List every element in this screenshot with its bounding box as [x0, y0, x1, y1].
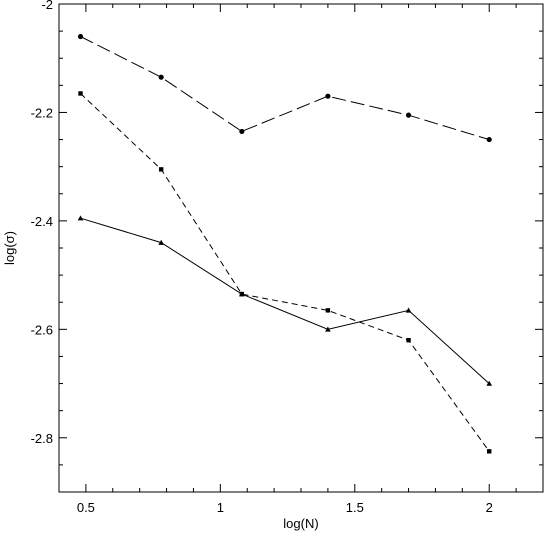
- series-3-point: [325, 326, 331, 332]
- y-tick-label: -2.8: [31, 431, 53, 446]
- series-1-point: [77, 33, 84, 40]
- series-layer: [77, 33, 493, 454]
- series-2-point: [158, 167, 164, 172]
- series-2-point: [78, 91, 83, 96]
- y-axis-title: log(σ): [2, 231, 17, 265]
- x-tick-label: 0.5: [77, 500, 95, 515]
- x-tick-label: 2: [486, 500, 493, 515]
- series-2-point: [406, 337, 411, 343]
- series-1-line: [80, 36, 490, 141]
- series-2-line: [80, 93, 490, 452]
- y-tick-label: -2.4: [31, 214, 53, 229]
- series-3-point: [239, 291, 245, 297]
- plot-frame: [58, 3, 544, 493]
- y-tick-label: -2: [41, 0, 53, 12]
- x-axis-title: log(N): [283, 516, 318, 531]
- x-tick-label: 1: [217, 500, 224, 515]
- series-1-point: [239, 128, 245, 135]
- series-3-line: [80, 217, 490, 384]
- series-1-point: [486, 136, 492, 143]
- series-1-point: [405, 112, 412, 118]
- series-3-point: [405, 307, 412, 313]
- series-2-point: [487, 449, 492, 454]
- series-3-point: [158, 239, 164, 245]
- y-tick-label: -2.2: [31, 105, 53, 120]
- series-3-point: [77, 215, 84, 221]
- series-1-point: [158, 74, 164, 80]
- ticks-layer: 0.5 1 1.5 2 -2.8 -2.6 -2.4 -2.2 -2: [31, 0, 544, 515]
- series-1-point: [325, 93, 331, 99]
- series-3-point: [486, 380, 493, 386]
- series-2-point: [325, 308, 331, 313]
- y-tick-label: -2.6: [31, 322, 53, 337]
- x-tick-label: 1.5: [346, 500, 364, 515]
